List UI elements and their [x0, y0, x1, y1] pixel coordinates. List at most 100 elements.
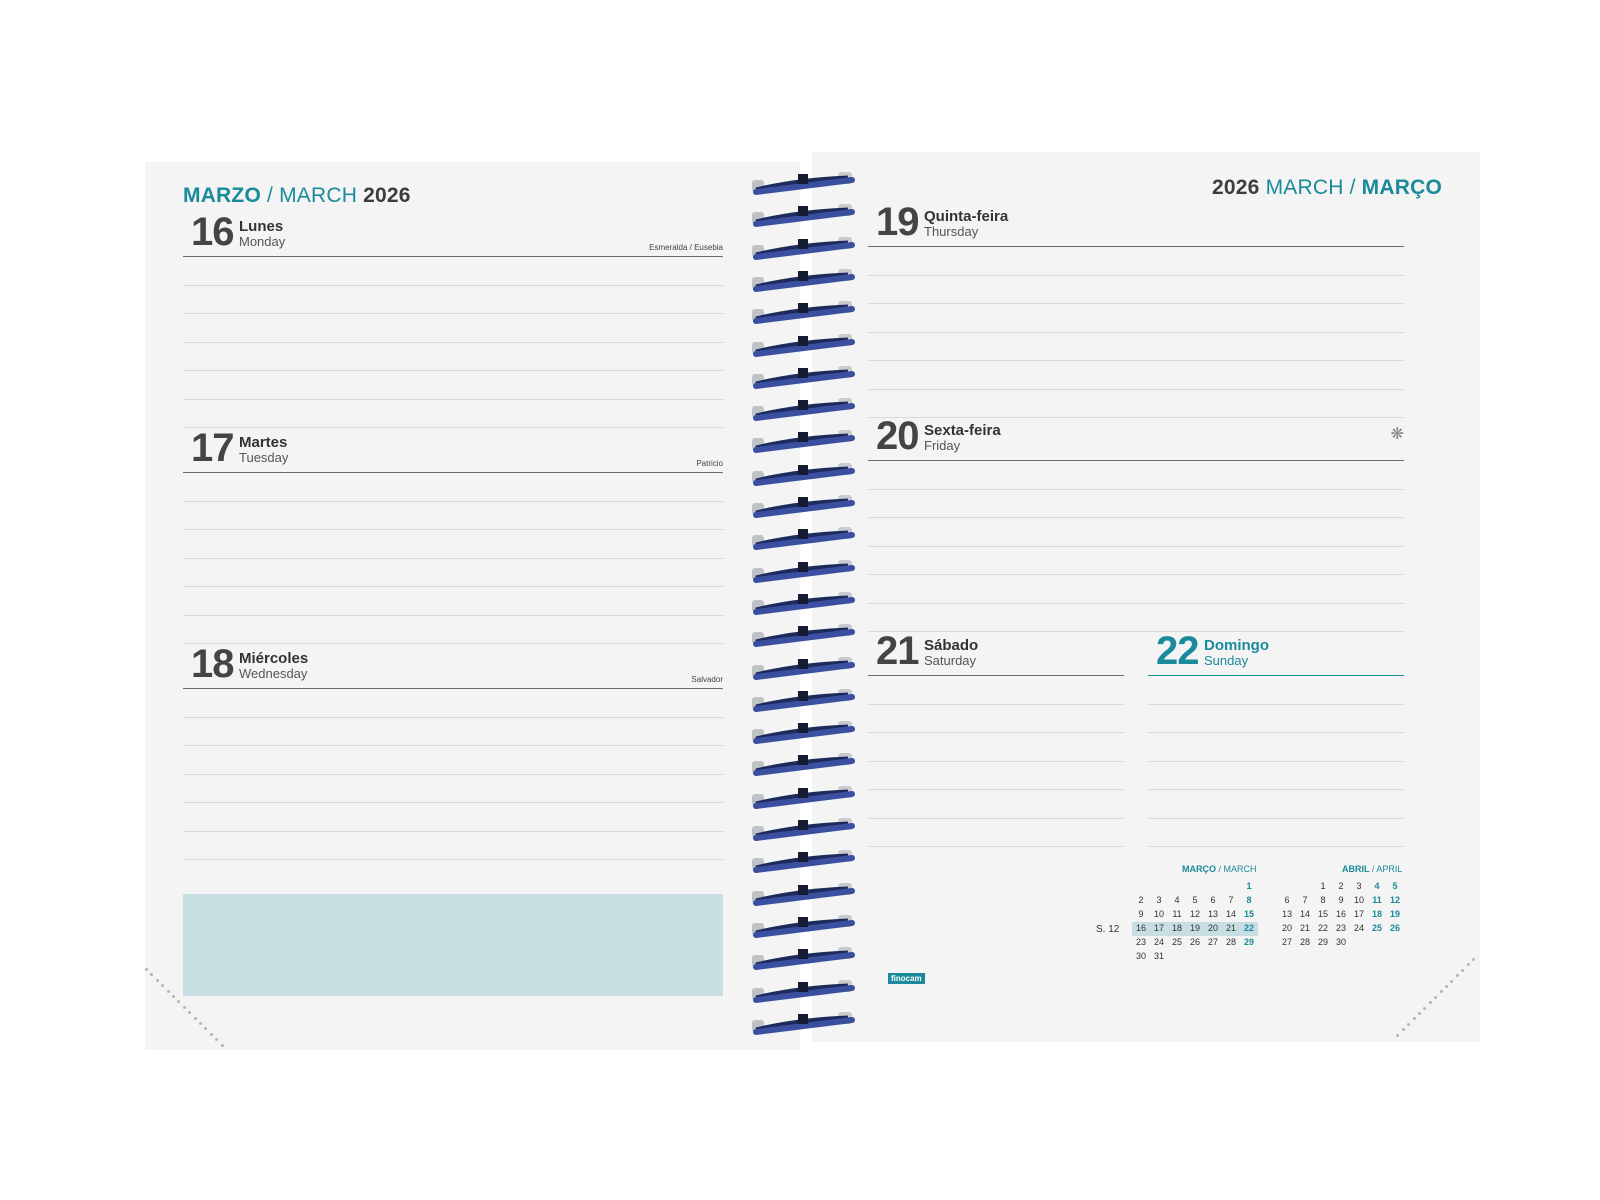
perforation-dot: [1434, 995, 1438, 999]
mini-day: 15: [1243, 909, 1254, 919]
perforation-dot: [193, 1016, 197, 1020]
spiral-ring: [752, 785, 855, 809]
mini-day: 9: [1138, 909, 1144, 919]
day-name: Lunes: [239, 218, 284, 235]
mini-calendar-march-title: MARÇO / MARCH: [1182, 864, 1257, 874]
perforation-dot: [155, 978, 159, 982]
mini-week-row: 23 24 25 26 27 28 29: [1132, 936, 1258, 950]
perforation-dot: [1461, 968, 1465, 972]
spiral-ring: [752, 624, 855, 648]
perforation-dot: [1418, 1012, 1421, 1015]
mini-day: 19: [1389, 909, 1400, 919]
mini-day: 28: [1299, 937, 1310, 947]
spiral-ring: [752, 559, 855, 583]
spiral-ring: [752, 204, 855, 228]
mini-day: 19: [1189, 923, 1200, 933]
mini-week-row: 30 31: [1132, 950, 1258, 964]
mini-day: 16: [1135, 923, 1146, 933]
mini-day: 24: [1153, 937, 1164, 947]
mini-day: 22: [1317, 923, 1328, 933]
writing-lines-19[interactable]: [868, 247, 1404, 418]
mini-day: 30: [1335, 937, 1346, 947]
day-name-en: Sunday: [1204, 653, 1249, 668]
notes-box[interactable]: [183, 894, 723, 996]
mini-day: 1: [1320, 881, 1326, 891]
perforation-dot: [161, 984, 165, 988]
spiral-ring: [752, 656, 855, 680]
writing-lines-21[interactable]: [868, 676, 1124, 847]
spiral-binding: [748, 162, 868, 1040]
spiral-ring: [752, 1011, 855, 1035]
writing-lines-22[interactable]: [1148, 676, 1404, 847]
perforation-dot: [204, 1027, 208, 1031]
spiral-ring: [752, 979, 855, 1003]
writing-lines-17[interactable]: [183, 473, 723, 644]
spiral-ring: [752, 268, 855, 292]
day-number: 22: [1156, 629, 1199, 673]
perforation-dot: [145, 968, 148, 971]
spiral-ring: [752, 882, 855, 906]
day-header-21: 21 Sábado Saturday: [868, 629, 1124, 676]
spiral-ring: [752, 850, 855, 874]
mini-month-pt: MARÇO: [1182, 864, 1216, 874]
mini-week-row: 6 7 8 9 10 11 12: [1278, 894, 1404, 908]
perforation-dot: [1396, 1033, 1400, 1037]
perforation-dot: [215, 1038, 219, 1042]
mini-day: 6: [1284, 895, 1290, 905]
spiral-ring: [752, 301, 855, 325]
mini-month-en: / MARCH: [1218, 864, 1257, 874]
mini-day: 10: [1353, 895, 1364, 905]
spiral-ring: [752, 591, 855, 615]
writing-lines-18[interactable]: [183, 689, 723, 860]
writing-lines-20[interactable]: [868, 461, 1404, 632]
mini-day: 4: [1374, 881, 1380, 891]
spiral-ring: [752, 236, 855, 260]
finocam-logo: finocam: [888, 973, 925, 984]
mini-month-en: / APRIL: [1371, 864, 1403, 874]
left-page-header: MARZO / MARCH 2026: [183, 184, 411, 208]
day-number: 19: [876, 200, 919, 244]
mini-day: 16: [1335, 909, 1346, 919]
perforation-dot: [209, 1032, 213, 1036]
day-number: 21: [876, 629, 919, 673]
spiral-ring: [752, 721, 855, 745]
mini-day: 18: [1371, 909, 1382, 919]
mini-day: 23: [1335, 923, 1346, 933]
mini-day: 5: [1392, 881, 1398, 891]
header-separator: /: [1343, 176, 1362, 199]
day-header-19: 19 Quinta-feira Thursday: [868, 200, 1404, 247]
writing-lines-16[interactable]: [183, 257, 723, 428]
month-es: MARZO: [183, 184, 261, 207]
perforation-dot: [182, 1005, 186, 1009]
perforation-dot: [1439, 990, 1443, 994]
day-name: Sábado: [924, 637, 979, 654]
mini-day: 14: [1225, 909, 1236, 919]
day-name: Quinta-feira: [924, 208, 1009, 225]
day-name-en: Tuesday: [239, 450, 289, 465]
perforation-dot: [1401, 1028, 1405, 1032]
perforation-dot: [1428, 1001, 1432, 1005]
mini-day: 23: [1135, 937, 1146, 947]
day-name: Miércoles: [239, 650, 309, 667]
spiral-ring: [752, 753, 855, 777]
left-page: MARZO / MARCH 2026 16 Lunes Monday Esmer…: [145, 162, 800, 1050]
day-header-22: 22 Domingo Sunday: [1148, 629, 1404, 676]
spiral-ring: [752, 688, 855, 712]
perforation-dot: [150, 973, 154, 977]
mini-day: 22: [1243, 923, 1254, 933]
right-page: 2026 MARCH / MARÇO 19 Quinta-feira Thurs…: [812, 152, 1480, 1042]
mini-day: 25: [1371, 923, 1382, 933]
mini-day: 29: [1317, 937, 1328, 947]
month-pt: MARÇO: [1361, 176, 1442, 199]
header-separator: /: [261, 184, 280, 207]
day-number: 20: [876, 414, 919, 458]
day-number: 17: [191, 426, 234, 470]
mini-day: 5: [1192, 895, 1198, 905]
mini-day: 26: [1189, 937, 1200, 947]
mini-day: 1: [1246, 881, 1252, 891]
mini-day: 6: [1210, 895, 1216, 905]
spiral-ring: [752, 430, 855, 454]
mini-day: 21: [1299, 923, 1310, 933]
mini-week-row: 9 10 11 12 13 14 15: [1132, 908, 1258, 922]
mini-day: 9: [1338, 895, 1344, 905]
